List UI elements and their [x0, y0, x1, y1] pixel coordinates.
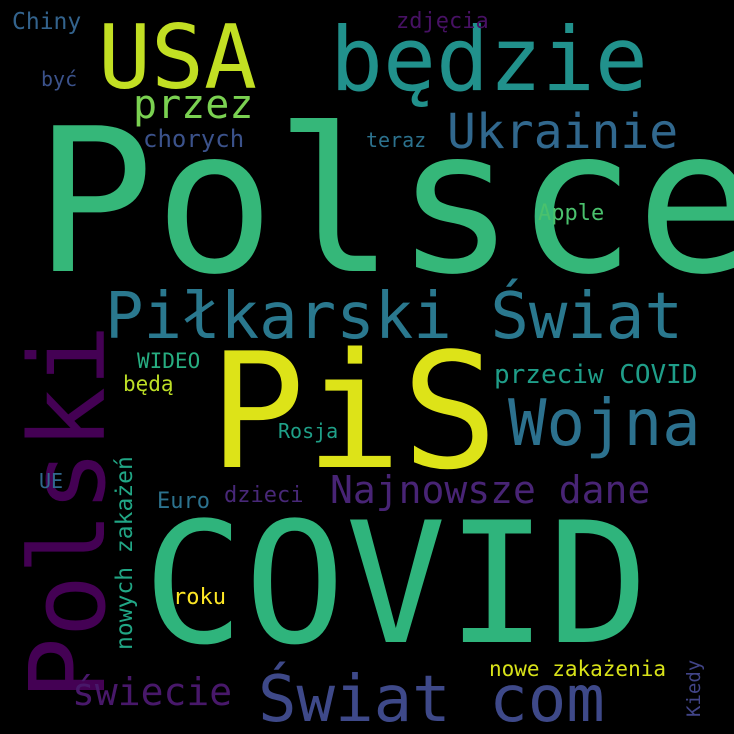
- word-pis: PiS: [209, 318, 498, 505]
- word-covid: COVID: [143, 486, 649, 682]
- word-wojna: Wojna: [508, 387, 701, 461]
- word-nowych-zakazen: nowych zakażeń: [112, 456, 138, 650]
- word-ukrainie: Ukrainie: [447, 104, 679, 160]
- word-kiedy: Kiedy: [683, 659, 705, 717]
- word-rosja: Rosja: [278, 419, 339, 443]
- word-polsce: Polsce: [34, 86, 734, 319]
- word-swiat-com: Świat com: [258, 663, 605, 734]
- word-nowe-zakazenia: nowe zakażenia: [489, 657, 667, 681]
- word-najnowsze-dane: Najnowsze dane: [330, 468, 651, 512]
- word-przeciw-covid: przeciw COVID: [494, 360, 698, 390]
- word-apple: Apple: [538, 201, 605, 226]
- word-ue: UE: [39, 469, 64, 493]
- word-pilkarski-swiat: Piłkarski Świat: [105, 280, 683, 354]
- word-polski: Polski: [7, 324, 129, 700]
- word-roku: roku: [173, 585, 226, 610]
- word-chiny: Chiny: [12, 9, 82, 35]
- word-wideo: WIDEO: [137, 349, 201, 373]
- word-beda: będą: [123, 372, 174, 396]
- word-przez: przez: [133, 82, 254, 128]
- word-swiecie: świecie: [72, 670, 233, 714]
- word-bedzie: będzie: [330, 8, 648, 111]
- word-teraz: teraz: [366, 128, 427, 152]
- word-euro: Euro: [157, 489, 210, 514]
- word-dzieci: dzieci: [224, 483, 304, 508]
- word-chorych: chorych: [143, 125, 245, 153]
- word-zdjecia: zdjęcia: [396, 9, 489, 34]
- word-usa: USA: [98, 6, 257, 109]
- word-byc: być: [41, 67, 78, 91]
